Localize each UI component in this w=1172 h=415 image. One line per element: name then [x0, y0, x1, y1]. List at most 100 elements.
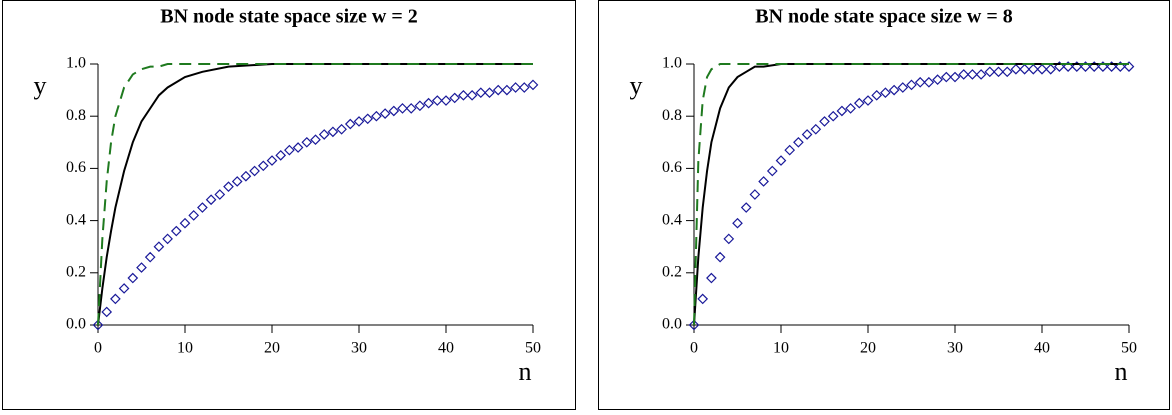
x-tick-label: 0 [690, 340, 698, 357]
data-point [475, 87, 487, 99]
data-point [1123, 61, 1135, 72]
data-point [92, 319, 104, 331]
data-point [949, 71, 961, 83]
data-point [257, 160, 269, 172]
x-tick-label: 50 [1121, 340, 1137, 357]
data-point [362, 113, 374, 125]
y-tick-label: 0.6 [662, 159, 682, 176]
y-tick-label: 0.8 [66, 107, 86, 124]
data-point [353, 116, 365, 127]
x-tick-label: 10 [177, 340, 193, 357]
x-axis-label: n [519, 357, 532, 386]
data-point [405, 103, 417, 114]
chart-panel: BN node state space size w = 8 y n 0 10 20 30 4… [598, 0, 1170, 410]
data-point [275, 150, 287, 161]
y-tick-label: 0.6 [66, 159, 86, 176]
data-point [758, 176, 769, 187]
data-point [923, 76, 935, 88]
data-point [775, 155, 787, 166]
data-point [431, 95, 443, 106]
data-line [97, 63, 533, 326]
data-point [266, 155, 278, 166]
data-point [336, 123, 347, 135]
x-tick-label: 50 [525, 340, 541, 357]
data-point [1010, 63, 1022, 75]
data-point [732, 217, 743, 229]
data-point [993, 66, 1004, 78]
data-point [836, 105, 848, 117]
data-point [240, 170, 252, 182]
data-point [714, 251, 726, 263]
data-point [110, 293, 121, 305]
data-point [249, 165, 260, 177]
y-axis-label: y [34, 71, 47, 100]
data-point [449, 92, 461, 104]
data-point [484, 87, 495, 99]
data-point [527, 79, 539, 91]
data-point [706, 272, 717, 284]
data-point [423, 97, 434, 109]
y-tick-label: 1.0 [662, 55, 682, 72]
data-point [688, 319, 700, 331]
data-point [1045, 63, 1057, 75]
data-point [1019, 63, 1030, 75]
x-tick-label: 20 [264, 340, 280, 357]
data-point [967, 69, 978, 80]
data-point [388, 105, 400, 117]
data-point [827, 110, 839, 122]
data-point [871, 89, 883, 101]
y-tick-label: 0.2 [66, 263, 86, 280]
data-point [223, 181, 234, 193]
data-point [492, 84, 504, 96]
y-axis-label: y [630, 71, 643, 100]
data-point [897, 82, 909, 93]
data-point [458, 89, 469, 101]
data-point [1036, 63, 1048, 75]
y-tick-label: 0.2 [662, 263, 682, 280]
x-tick-label: 0 [94, 340, 102, 357]
y-tick-label: 0.0 [662, 316, 682, 333]
data-point [188, 210, 200, 221]
y-tick-label: 0.4 [66, 211, 86, 228]
data-point [888, 84, 900, 96]
data-point [170, 225, 182, 237]
data-point [466, 89, 478, 101]
x-tick-label: 10 [773, 340, 789, 357]
x-axis-label: n [1115, 357, 1128, 386]
panel-border [2, 0, 576, 410]
data-point [1106, 61, 1117, 72]
data-point [153, 241, 165, 253]
x-tick-label: 20 [860, 340, 876, 357]
data-point [1062, 61, 1074, 72]
data-point [414, 100, 426, 112]
y-tick-label: 0.8 [662, 107, 682, 124]
data-point [101, 306, 113, 318]
data-point [862, 95, 874, 106]
x-tick-label: 40 [438, 340, 454, 357]
data-point [1027, 63, 1039, 75]
data-point [784, 144, 796, 156]
data-point [144, 251, 156, 263]
data-point [932, 74, 943, 86]
data-point [880, 87, 891, 99]
data-point [397, 103, 408, 114]
data-point [301, 136, 313, 148]
data-point [318, 129, 330, 140]
data-point [292, 142, 304, 153]
data-point [1054, 61, 1065, 72]
data-point [327, 126, 339, 138]
data-point [118, 283, 130, 294]
data-point [214, 189, 226, 200]
data-point [810, 123, 822, 135]
data-point [197, 202, 208, 213]
panel-border [598, 0, 1170, 410]
chart-title: BN node state space size w = 2 [160, 6, 417, 28]
data-point [914, 76, 926, 88]
data-point [697, 293, 709, 305]
data-point [958, 69, 970, 80]
x-tick-label: 40 [1034, 340, 1050, 357]
chart-title: BN node state space size w = 8 [755, 6, 1012, 28]
data-point [801, 129, 813, 140]
data-line [693, 63, 1129, 326]
